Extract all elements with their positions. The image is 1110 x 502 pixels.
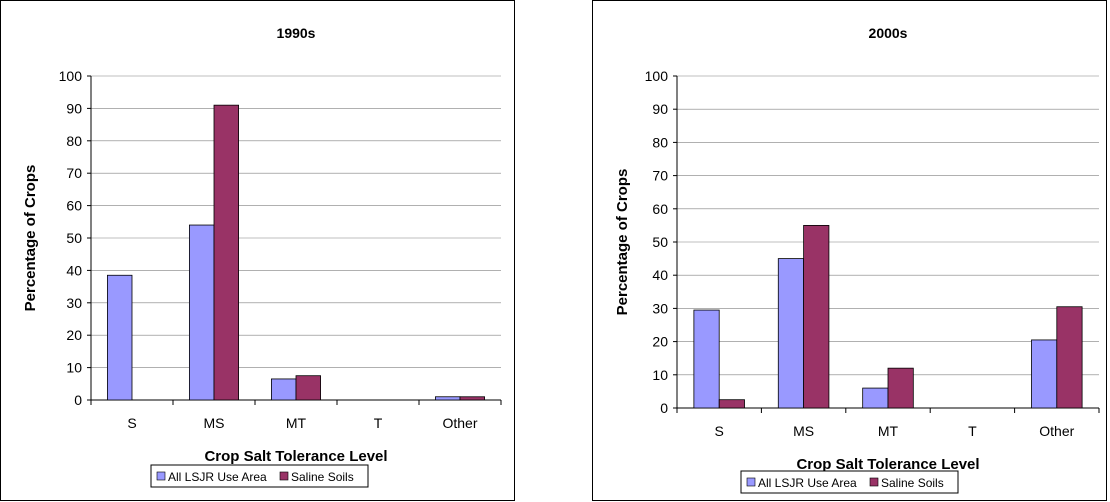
y-tick-label: 100: [645, 68, 669, 84]
y-tick-label: 70: [66, 165, 82, 181]
y-tick-label: 20: [66, 327, 82, 343]
chart-panel-2000s: 2000s 0 10 20 30 40 50 60 70 80 90 100 S MS MT T Other Cr…: [592, 0, 1107, 501]
y-axis-label: Percentage of Crops: [22, 165, 39, 312]
legend: All LSJR Use Area Saline Soils: [150, 464, 369, 488]
legend-label-all-lsjr: All LSJR Use Area: [758, 476, 857, 490]
legend-swatch-saline-soils: [869, 477, 879, 487]
y-tick-label: 10: [652, 367, 668, 383]
chart-1990s: 1990s 0 10 20 30 40 50 60 70 80 90 100 S MS MT T Other Cr…: [22, 25, 502, 488]
y-tick-label: 60: [66, 198, 82, 214]
bar-saline-soils: [718, 399, 745, 409]
y-tick-label: 40: [652, 267, 668, 283]
chart-title: 2000s: [869, 25, 908, 41]
x-tick-label: T: [968, 423, 977, 439]
chart-title: 1990s: [277, 25, 316, 41]
legend: All LSJR Use Area Saline Soils: [740, 470, 959, 494]
bar-all-lsjr: [188, 224, 215, 401]
bar-all-lsjr: [107, 274, 133, 401]
legend-swatch-all-lsjr: [746, 477, 756, 487]
legend-label-saline-soils: Saline Soils: [291, 470, 354, 484]
y-tick-label: 100: [59, 68, 83, 84]
legend-swatch-all-lsjr: [156, 471, 166, 481]
x-tick-label: MS: [793, 423, 814, 439]
legend-label-all-lsjr: All LSJR Use Area: [168, 470, 267, 484]
x-axis-label: Crop Salt Tolerance Level: [204, 448, 387, 465]
x-tick-label: MT: [878, 423, 899, 439]
x-tick-label: MS: [204, 415, 225, 431]
y-tick-label: 50: [66, 230, 82, 246]
y-tick-label: 80: [66, 133, 82, 149]
y-tick-label: 10: [66, 360, 82, 376]
bar-all-lsjr: [693, 309, 720, 409]
bar-saline-soils: [803, 224, 830, 409]
y-axis-label: Percentage of Crops: [614, 169, 631, 316]
bar-all-lsjr: [434, 396, 461, 401]
y-tick-label: 80: [652, 134, 668, 150]
chart-2000s: 2000s 0 10 20 30 40 50 60 70 80 90 100 S MS MT T Other Cr…: [614, 25, 1100, 494]
bar-all-lsjr: [1031, 339, 1058, 409]
y-tick-label: 30: [66, 295, 82, 311]
legend-swatch-saline-soils: [279, 471, 289, 481]
x-tick-label: Other: [442, 415, 477, 431]
x-tick-label: T: [374, 415, 383, 431]
x-tick-label: Other: [1039, 423, 1074, 439]
y-tick-label: 50: [652, 234, 668, 250]
chart-panel-1990s: 1990s 0 10 20 30 40 50 60 70 80 90 100 S MS MT T Other Cr…: [0, 0, 515, 501]
bar-all-lsjr: [270, 378, 297, 401]
legend-label-saline-soils: Saline Soils: [881, 476, 944, 490]
y-tick-label: 40: [66, 262, 82, 278]
y-tick-label: 60: [652, 201, 668, 217]
bar-saline-soils: [213, 104, 240, 401]
y-tick-label: 90: [66, 100, 82, 116]
bar-all-lsjr: [777, 258, 804, 409]
y-tick-label: 70: [652, 168, 668, 184]
y-tick-label: 0: [74, 392, 82, 408]
x-tick-label: S: [127, 415, 136, 431]
bar-saline-soils: [1056, 306, 1083, 409]
y-tick-label: 90: [652, 101, 668, 117]
legend-box: [150, 464, 369, 488]
bar-all-lsjr: [862, 387, 889, 409]
y-tick-label: 30: [652, 300, 668, 316]
x-tick-label: MT: [286, 415, 307, 431]
bar-saline-soils: [459, 396, 486, 401]
x-axis-label: Crop Salt Tolerance Level: [796, 456, 979, 473]
bar-saline-soils: [887, 367, 914, 409]
legend-box: [740, 470, 959, 494]
x-tick-label: S: [715, 423, 724, 439]
bar-saline-soils: [295, 375, 322, 401]
y-tick-label: 0: [660, 400, 668, 416]
y-tick-label: 20: [652, 334, 668, 350]
